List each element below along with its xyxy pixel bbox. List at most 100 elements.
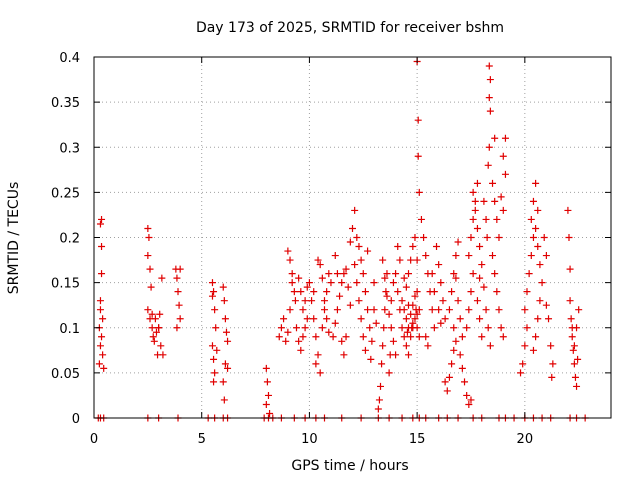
data-point bbox=[501, 170, 509, 178]
data-point bbox=[297, 288, 305, 296]
data-point bbox=[342, 265, 350, 273]
data-point bbox=[458, 364, 466, 372]
data-point bbox=[467, 234, 475, 241]
data-point bbox=[372, 319, 380, 327]
data-point bbox=[367, 355, 375, 363]
data-point bbox=[480, 197, 488, 205]
data-point bbox=[333, 270, 341, 278]
data-point bbox=[463, 391, 471, 399]
data-point bbox=[482, 215, 490, 223]
data-point bbox=[435, 261, 443, 269]
data-point bbox=[486, 76, 494, 84]
data-point bbox=[454, 297, 462, 305]
data-point bbox=[495, 234, 503, 241]
data-point bbox=[433, 243, 441, 251]
data-point bbox=[469, 270, 477, 278]
data-point bbox=[575, 306, 583, 314]
data-point bbox=[303, 283, 311, 291]
data-point bbox=[301, 324, 309, 332]
data-point bbox=[486, 342, 494, 350]
data-point bbox=[476, 274, 484, 282]
data-point bbox=[566, 297, 574, 305]
data-point bbox=[144, 252, 152, 260]
data-point bbox=[316, 369, 324, 377]
data-point bbox=[288, 279, 296, 287]
data-point bbox=[323, 288, 331, 296]
data-point bbox=[98, 333, 106, 341]
data-point bbox=[292, 324, 300, 332]
data-point bbox=[99, 315, 107, 323]
data-point bbox=[405, 301, 413, 309]
data-point bbox=[452, 337, 460, 345]
data-point bbox=[465, 306, 473, 314]
data-point bbox=[473, 297, 481, 305]
data-point bbox=[331, 252, 339, 260]
data-point bbox=[211, 369, 219, 377]
data-point bbox=[422, 252, 430, 260]
data-point bbox=[491, 134, 499, 142]
x-axis-label: GPS time / hours bbox=[291, 458, 408, 474]
data-point bbox=[428, 270, 436, 278]
data-point bbox=[308, 297, 316, 305]
data-point bbox=[95, 360, 103, 368]
data-point bbox=[280, 315, 288, 323]
data-point bbox=[491, 197, 499, 205]
data-point bbox=[219, 378, 227, 386]
data-point bbox=[424, 342, 432, 350]
data-point bbox=[430, 324, 438, 332]
data-point bbox=[144, 224, 152, 232]
data-point bbox=[386, 351, 394, 359]
data-point bbox=[152, 328, 160, 336]
data-point bbox=[176, 315, 184, 323]
data-point bbox=[497, 193, 505, 201]
data-point bbox=[355, 297, 363, 305]
data-point bbox=[173, 274, 181, 282]
data-point bbox=[98, 243, 106, 251]
data-point bbox=[402, 283, 410, 291]
data-point bbox=[452, 252, 460, 260]
data-point bbox=[467, 288, 475, 296]
data-point bbox=[469, 215, 477, 223]
data-point bbox=[403, 328, 411, 336]
data-point bbox=[291, 297, 299, 305]
data-point bbox=[277, 324, 285, 332]
data-point bbox=[222, 328, 230, 336]
data-point bbox=[396, 256, 404, 264]
data-point bbox=[568, 333, 576, 341]
data-point bbox=[536, 297, 544, 305]
data-point bbox=[173, 324, 181, 332]
data-point bbox=[565, 234, 573, 241]
data-point bbox=[349, 224, 356, 232]
data-point bbox=[465, 252, 473, 260]
data-point bbox=[389, 279, 397, 287]
data-point bbox=[570, 342, 578, 350]
data-point bbox=[485, 94, 493, 102]
data-point bbox=[408, 324, 416, 332]
data-point bbox=[344, 283, 352, 291]
data-point bbox=[210, 378, 218, 386]
data-point bbox=[486, 107, 494, 115]
data-point bbox=[473, 179, 481, 187]
data-point bbox=[402, 315, 410, 323]
data-point bbox=[570, 360, 578, 368]
data-point bbox=[411, 315, 419, 323]
data-point bbox=[414, 152, 422, 160]
y-tick-label: 0 bbox=[72, 412, 80, 427]
data-point bbox=[521, 306, 529, 314]
data-point bbox=[370, 279, 378, 287]
data-point bbox=[409, 319, 417, 327]
data-point bbox=[368, 337, 376, 345]
data-point bbox=[314, 256, 322, 264]
data-point bbox=[353, 234, 361, 241]
data-point bbox=[211, 306, 219, 314]
y-tick-label: 0.2 bbox=[59, 232, 80, 247]
data-point bbox=[312, 360, 320, 368]
data-point bbox=[411, 292, 419, 300]
data-point bbox=[383, 270, 391, 278]
data-point bbox=[567, 315, 575, 323]
data-point bbox=[450, 324, 458, 332]
data-point bbox=[150, 337, 158, 345]
data-point bbox=[525, 270, 533, 278]
data-point bbox=[476, 315, 484, 323]
data-point bbox=[493, 288, 501, 296]
